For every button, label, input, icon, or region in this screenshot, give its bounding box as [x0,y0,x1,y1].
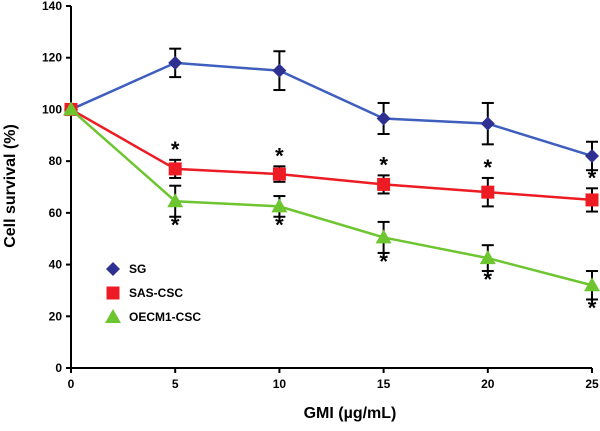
y-tick-label: 0 [55,361,62,375]
x-tick-label: 20 [481,377,495,391]
y-tick-label: 40 [49,258,63,272]
data-point [271,198,288,213]
significance-star: * [379,152,388,177]
significance-star: * [275,143,284,168]
significance-star: * [275,213,284,238]
data-point [272,63,287,78]
data-point [377,177,391,191]
data-point [168,162,182,176]
y-axis-title: Cell survival (%) [2,124,19,248]
significance-star: * [588,295,597,320]
significance-star: * [588,165,597,190]
data-point [479,250,496,265]
x-tick-label: 0 [68,377,75,391]
significance-star: * [379,249,388,274]
series-line [70,61,593,158]
x-tick-label: 5 [172,377,179,391]
data-point [167,193,184,208]
data-point [585,148,599,163]
data-point [481,185,495,199]
legend-marker [106,262,120,276]
data-point [63,101,79,116]
data-point [480,116,495,131]
y-tick-label: 120 [42,51,62,65]
data-point [272,167,286,181]
legend-label: SAS-CSC [129,286,183,300]
series-sg [64,47,599,172]
legend-item-sas-csc: SAS-CSC [106,286,183,300]
series-line [70,108,593,287]
data-point [376,111,391,126]
y-tick-label: 20 [49,309,63,323]
data-point [168,55,183,70]
data-point [584,277,600,292]
y-tick-label: 100 [42,102,62,116]
y-tick-label: 60 [49,206,63,220]
legend-label: SG [129,262,146,276]
y-tick-label: 140 [42,0,62,13]
data-point [375,229,392,244]
x-tick-label: 25 [585,377,599,391]
significance-markers: * * * * * * * * * * [171,137,597,321]
legend-marker [106,286,120,300]
series-oecm1-csc [63,101,600,301]
significance-star: * [484,267,493,292]
y-tick-label: 80 [49,154,63,168]
significance-star: * [171,213,180,238]
series-line [70,108,593,202]
legend-marker [105,309,121,323]
x-tick-label: 10 [273,377,287,391]
series-layer: * * * * * * * * * * [63,47,600,321]
data-point [585,193,599,207]
significance-star: * [484,155,493,180]
significance-star: * [171,137,180,162]
legend-item-sg: SG [106,262,146,276]
legend: SG SAS-CSC OECM1-CSC [105,262,201,324]
axes: 0 20 40 60 80 100 120 140 0 5 10 15 20 25 [42,0,599,391]
legend-item-oecm1-csc: OECM1-CSC [105,309,201,324]
x-tick-label: 15 [377,377,391,391]
x-axis-title: GMI (µg/mL) [304,405,397,422]
series-sas-csc [64,102,599,213]
legend-label: OECM1-CSC [129,310,201,324]
